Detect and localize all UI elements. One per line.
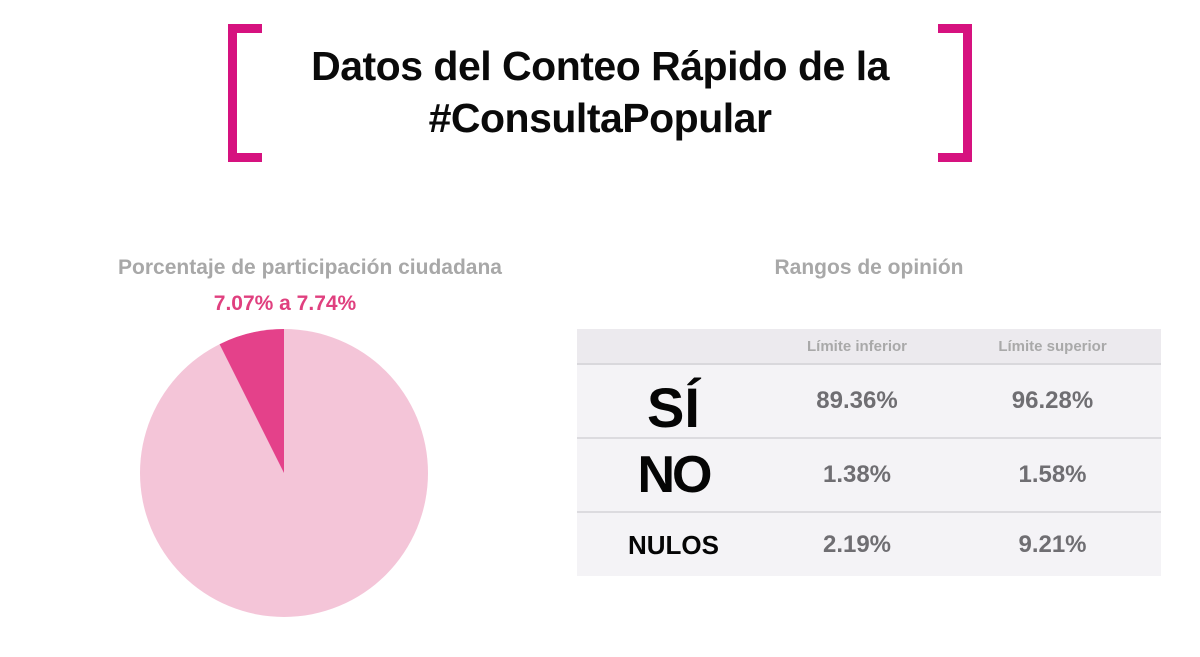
column-header-label [577,329,770,363]
participation-pie-chart [140,329,428,617]
participation-title: Porcentaje de participación ciudadana [118,256,502,279]
column-header-upper: Límite superior [998,337,1107,355]
row-lower-value: 89.36% [816,387,898,414]
row-upper-value: 96.28% [1011,387,1094,414]
title-banner: Datos del Conteo Rápido de la #ConsultaP… [228,24,972,162]
right-bracket-decoration [938,24,972,162]
participation-range: 7.07% a 7.74% [213,292,357,315]
row-upper-value: 1.58% [1018,461,1087,488]
table-row-no: NO 1.38% 1.58% [577,439,1161,513]
table-row-si: SÍ 89.36% 96.28% [577,365,1161,439]
column-header-lower: Límite inferior [806,337,907,355]
opinion-table: Límite inferior Límite superior SÍ 89.36… [577,329,1161,576]
page-title: Datos del Conteo Rápido de la #ConsultaP… [262,40,938,144]
row-label: NO [637,446,713,504]
page-title-line1: Datos del Conteo Rápido de la [311,43,889,89]
page-title-line2: #ConsultaPopular [428,95,772,141]
table-header: Límite inferior Límite superior [577,329,1161,365]
row-label: NULOS [628,529,719,560]
row-label: SÍ [647,376,700,439]
row-upper-value: 9.21% [1018,531,1087,558]
row-lower-value: 2.19% [822,531,892,558]
pie-slice-participation [219,329,284,473]
opinion-title: Rangos de opinión [774,256,964,279]
table-row-nulos: NULOS 2.19% 9.21% [577,513,1161,577]
left-bracket-decoration [228,24,262,162]
row-lower-value: 1.38% [822,461,892,488]
